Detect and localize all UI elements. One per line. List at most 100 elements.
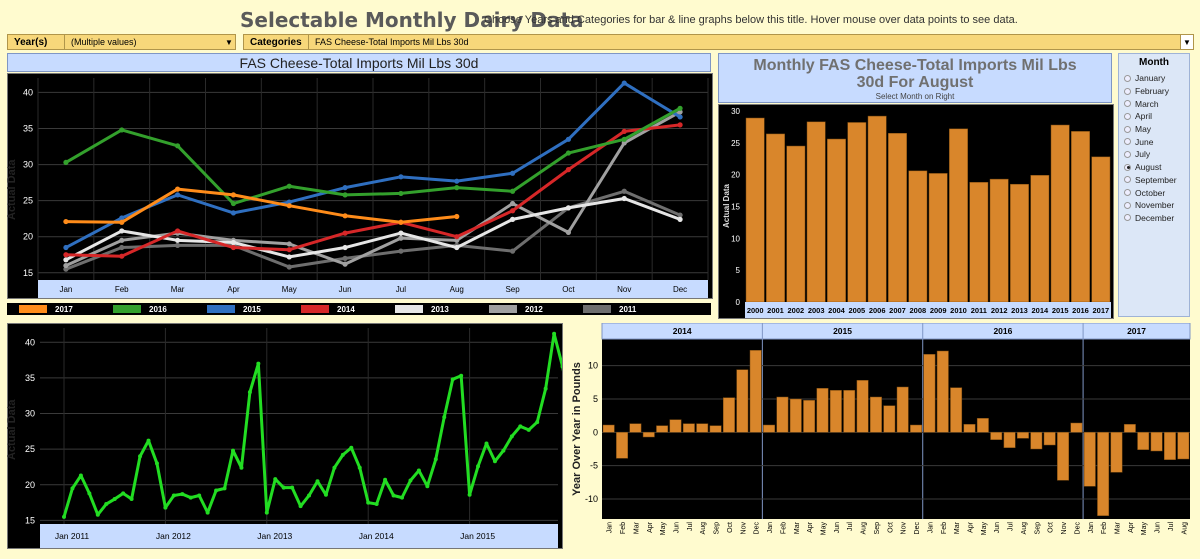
x-tick-label: Sep [714,522,721,535]
radio-icon[interactable] [1124,163,1131,171]
data-point [357,465,362,470]
month-option-august[interactable]: August [1119,161,1189,174]
years-filter-label: Year(s) [8,35,65,49]
radio-icon[interactable] [1124,112,1131,120]
data-point-2011 [342,255,348,261]
yoy-chart[interactable]: 2014 2015 2016 2017 -10 -5 0 5 10 Jan Feb Mar Apr May… [568,322,1192,553]
yoy-bar [616,432,628,459]
yoy-bar [682,423,695,433]
data-point [433,457,438,462]
x-tick-label: Jun [994,522,1001,533]
legend-item-2011[interactable]: 2011 [571,305,665,314]
data-point-2014 [230,244,237,251]
legend-item-2012[interactable]: 2012 [477,305,571,314]
bar-2017 [1091,156,1111,303]
legend-item-2013[interactable]: 2013 [383,305,477,314]
data-point-2015 [63,244,69,251]
yoy-bar [723,397,735,433]
x-tick-label: Oct [727,522,734,533]
radio-icon[interactable] [1124,214,1131,222]
month-option-march[interactable]: March [1119,97,1189,110]
year-header-label: 2014 [673,326,692,336]
month-bar-chart-svg: 0 5 10 15 20 25 30 2000 2001 2002 2003 2004 2005 2006… [731,107,1111,318]
data-point [416,468,421,473]
radio-icon[interactable] [1124,201,1131,209]
legend-item-2014[interactable]: 2014 [289,305,383,314]
month-option-may[interactable]: May [1119,123,1189,136]
data-point [374,502,379,507]
year-legend[interactable]: 2017 2016 2015 2014 2013 2012 2011 [7,303,711,315]
yoy-bar [1043,432,1056,446]
years-filter[interactable]: Year(s) (Multiple values) ▼ [7,34,236,50]
legend-item-2017[interactable]: 2017 [7,305,101,314]
data-point [323,492,328,497]
page-title: Selectable Monthly Dairy Data [240,8,584,32]
data-point [78,473,83,478]
radio-icon[interactable] [1124,87,1131,95]
month-option-january[interactable]: January [1119,72,1189,85]
bar-2016 [1071,131,1090,303]
data-point-2017 [286,203,292,209]
data-point-2013 [509,216,516,222]
month-option-december[interactable]: December [1119,212,1189,225]
data-point [171,493,176,498]
month-option-july[interactable]: July [1119,148,1189,161]
data-point [87,491,92,496]
x-tick-label: Feb [941,522,948,534]
data-point-2013 [119,228,125,234]
month-bar-chart[interactable]: 0 5 10 15 20 25 30 2000 2001 2002 2003 2004 2005 2006… [718,104,1114,319]
x-tick-label: Oct [1048,522,1055,533]
y-tick-label: 5 [736,266,741,275]
data-point-2013 [398,230,404,236]
month-option-label: July [1135,149,1151,160]
legend-item-2016[interactable]: 2016 [101,305,195,314]
legend-item-2015[interactable]: 2015 [195,305,289,314]
month-option-february[interactable]: February [1119,85,1189,98]
radio-icon[interactable] [1124,125,1131,133]
month-option-label: February [1135,86,1170,97]
radio-icon[interactable] [1124,100,1131,108]
bar-2005 [847,122,867,303]
month-selector[interactable]: Month January February March April May June Ju… [1118,53,1190,317]
radio-icon[interactable] [1124,176,1131,184]
radio-icon[interactable] [1124,74,1131,82]
month-option-june[interactable]: June [1119,135,1189,148]
yoy-bar [1123,424,1136,433]
data-point [332,465,337,470]
radio-icon[interactable] [1124,189,1131,197]
data-point [526,427,531,432]
month-option-label: March [1135,98,1159,109]
yoy-bar [883,405,896,433]
yoy-bar [829,390,842,433]
data-point [138,454,143,459]
data-point-2016 [119,127,125,133]
yoy-bar [736,369,749,433]
bar-2010 [949,128,968,303]
x-tick-label: 2009 [930,306,947,315]
yoy-bar [896,386,909,433]
categories-filter[interactable]: Categories FAS Cheese-Total Imports Mil … [243,34,1194,50]
month-option-november[interactable]: November [1119,199,1189,212]
x-tick-label: 2008 [909,306,926,315]
month-list[interactable]: January February March April May June July Augu… [1119,72,1189,224]
radio-icon[interactable] [1124,138,1131,146]
yoy-bar [963,424,976,433]
x-tick-label: Sep [505,285,520,294]
x-tick-label: 2013 [1011,306,1028,315]
x-tick-label: Apr [807,521,814,533]
data-point-2016 [342,192,348,198]
month-option-april[interactable]: April [1119,110,1189,123]
data-point-2014 [509,208,516,214]
monthly-line-chart[interactable]: 15 20 25 30 35 40 Jan Feb Mar Apr May Jun Jul Aug Sep O… [7,73,713,299]
data-point [247,390,252,395]
x-tick-label: Sep [1034,522,1041,535]
month-option-september[interactable]: September [1119,174,1189,187]
series-line-2016 [65,106,681,206]
radio-icon[interactable] [1124,150,1131,158]
chevron-down-icon[interactable]: ▼ [1180,35,1193,49]
y-tick-label: -10 [585,494,598,504]
timeseries-chart[interactable]: 15 20 25 30 35 40 Jan 2011 Jan 2012 Jan 2013 Jan … [7,323,734,549]
chevron-down-icon[interactable]: ▼ [225,37,233,47]
series-line-2014 [65,123,681,258]
month-option-october[interactable]: October [1119,186,1189,199]
